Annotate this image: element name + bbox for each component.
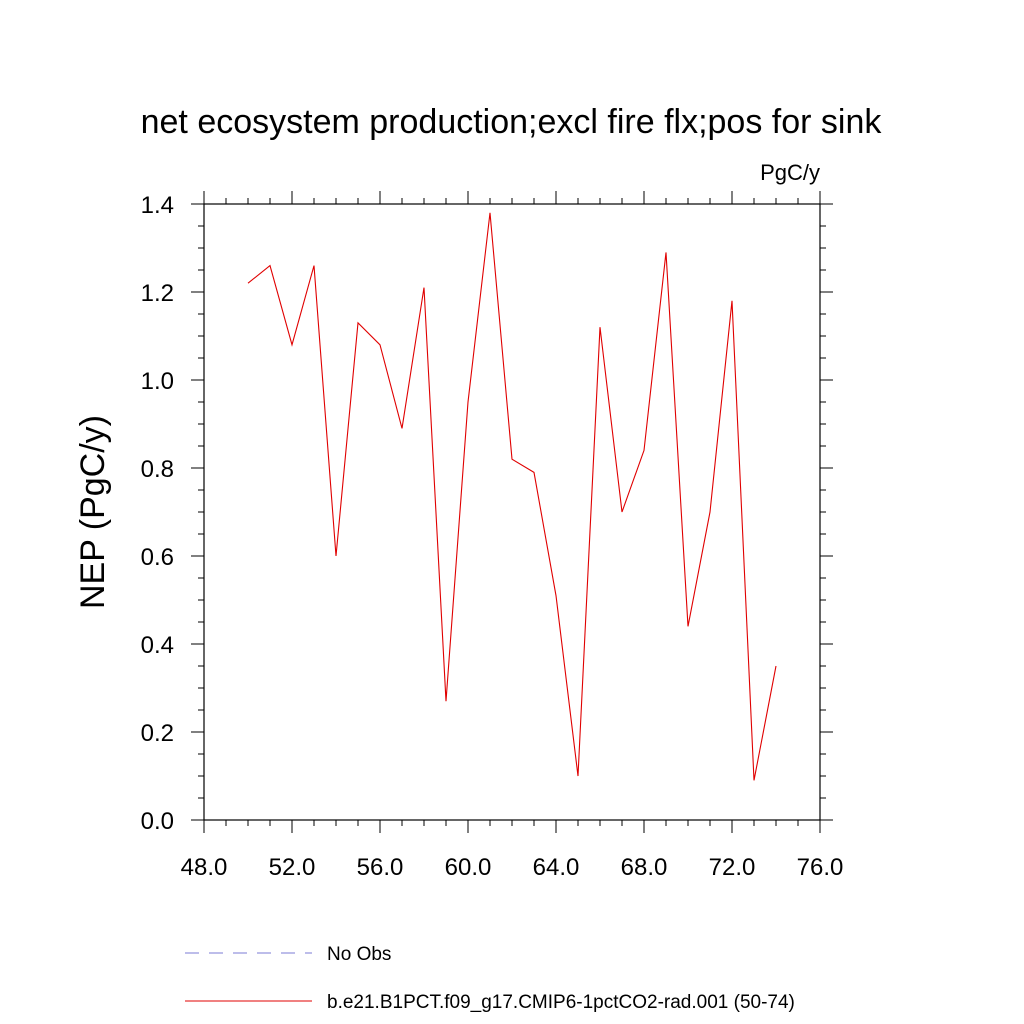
x-tick-label: 48.0	[181, 854, 228, 881]
y-tick-labels: 0.0 0.2 0.4 0.6 0.8 1.0 1.2 1.4	[141, 192, 174, 835]
y-axis-label: NEP (PgC/y)	[74, 415, 112, 609]
x-tick-label: 52.0	[269, 854, 316, 881]
x-tick-labels: 48.0 52.0 56.0 60.0 64.0 68.0 72.0 76.0	[181, 854, 844, 881]
x-tick-label: 56.0	[357, 854, 404, 881]
series-line-1	[247, 212, 777, 781]
x-tick-label: 68.0	[621, 854, 668, 881]
x-tick-label: 60.0	[445, 854, 492, 881]
y-tick-label: 0.6	[141, 544, 174, 571]
y-tick-label: 0.4	[141, 632, 174, 659]
axis-ticks	[191, 191, 833, 833]
series-lines	[247, 212, 777, 781]
y-tick-label: 0.2	[141, 720, 174, 747]
legend: No Obs b.e21.B1PCT.f09_g17.CMIP6-1pctCO2-…	[185, 944, 795, 1013]
plot-frame	[203, 203, 821, 821]
y-tick-label: 1.2	[141, 280, 174, 307]
y-tick-label: 0.0	[141, 808, 174, 835]
x-tick-label: 64.0	[533, 854, 580, 881]
legend-label: b.e21.B1PCT.f09_g17.CMIP6-1pctCO2-rad.00…	[327, 992, 795, 1013]
legend-label: No Obs	[327, 944, 391, 965]
units-label: PgC/y	[760, 160, 820, 185]
chart-title: net ecosystem production;excl fire flx;p…	[141, 103, 883, 141]
y-tick-label: 0.8	[141, 456, 174, 483]
y-tick-label: 1.0	[141, 368, 174, 395]
x-tick-label: 76.0	[797, 854, 844, 881]
y-tick-label: 1.4	[141, 192, 174, 219]
x-tick-label: 72.0	[709, 854, 756, 881]
